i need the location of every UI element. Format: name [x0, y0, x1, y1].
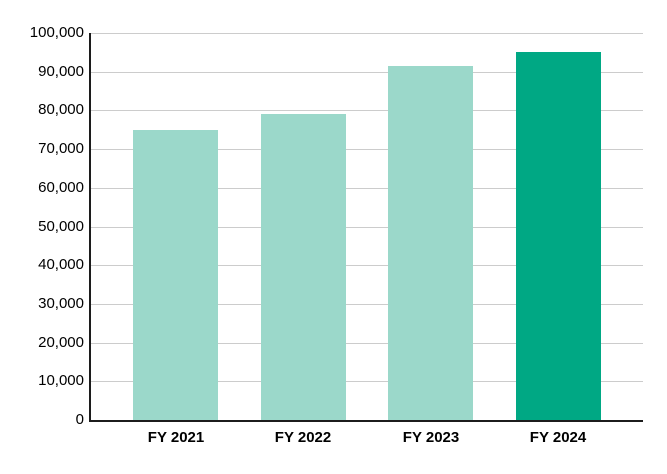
x-tick-label-fy-2024: FY 2024	[529, 429, 587, 446]
y-tick-label: 70,000	[38, 140, 84, 157]
y-axis-line	[89, 33, 91, 422]
gridline	[91, 33, 643, 34]
gridline	[91, 265, 643, 266]
y-tick-label: 10,000	[38, 372, 84, 389]
gridline	[91, 304, 643, 305]
bar-fy-2021	[133, 130, 218, 420]
y-tick-label: 0	[75, 411, 84, 428]
x-tick-label-fy-2022: FY 2022	[274, 429, 332, 446]
y-tick-label: 60,000	[38, 179, 84, 196]
gridline	[91, 72, 643, 73]
gridline	[91, 110, 643, 111]
bar-fy-2024	[516, 52, 601, 420]
x-tick-label-fy-2021: FY 2021	[147, 429, 205, 446]
gridline	[91, 381, 643, 382]
x-tick-label-fy-2023: FY 2023	[402, 429, 460, 446]
gridline	[91, 188, 643, 189]
y-tick-label: 40,000	[38, 256, 84, 273]
y-tick-label: 80,000	[38, 101, 84, 118]
y-tick-label: 50,000	[38, 218, 84, 235]
gridline	[91, 227, 643, 228]
x-axis-line	[89, 420, 643, 422]
y-tick-label: 90,000	[38, 63, 84, 80]
bar-fy-2022	[261, 114, 346, 420]
bar-fy-2023	[388, 66, 473, 420]
y-tick-label: 100,000	[29, 24, 84, 41]
y-tick-label: 30,000	[38, 295, 84, 312]
y-tick-label: 20,000	[38, 334, 84, 351]
gridline	[91, 149, 643, 150]
gridline	[91, 343, 643, 344]
